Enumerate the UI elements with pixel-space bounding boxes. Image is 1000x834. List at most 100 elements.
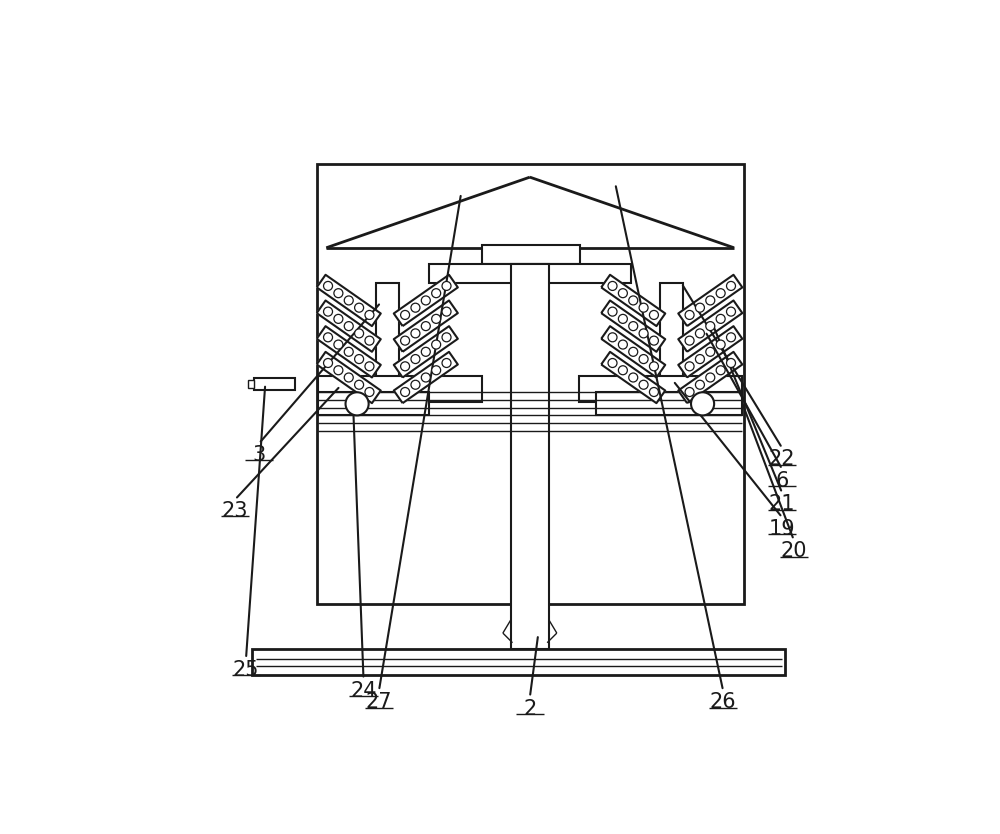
- Circle shape: [685, 362, 694, 371]
- Circle shape: [727, 359, 735, 368]
- Polygon shape: [678, 300, 742, 352]
- Circle shape: [442, 307, 451, 316]
- Circle shape: [432, 314, 441, 324]
- Circle shape: [618, 289, 627, 298]
- Text: 26: 26: [710, 692, 736, 712]
- Text: 23: 23: [222, 500, 248, 520]
- Circle shape: [421, 347, 430, 356]
- Circle shape: [608, 307, 617, 316]
- Circle shape: [695, 304, 704, 312]
- Circle shape: [716, 366, 725, 374]
- Circle shape: [706, 373, 715, 382]
- Text: 2: 2: [523, 699, 536, 719]
- Circle shape: [355, 329, 364, 338]
- Circle shape: [639, 329, 648, 338]
- Circle shape: [401, 310, 410, 319]
- Circle shape: [411, 354, 420, 364]
- Circle shape: [691, 392, 714, 415]
- Circle shape: [649, 388, 658, 396]
- Circle shape: [355, 380, 364, 389]
- Bar: [248, 380, 254, 388]
- Circle shape: [324, 281, 333, 290]
- Circle shape: [727, 307, 735, 316]
- Circle shape: [365, 362, 374, 371]
- Circle shape: [685, 336, 694, 345]
- Circle shape: [401, 362, 410, 371]
- Polygon shape: [601, 300, 665, 352]
- Bar: [252, 649, 785, 675]
- Circle shape: [344, 347, 353, 356]
- Circle shape: [618, 340, 627, 349]
- Circle shape: [608, 359, 617, 368]
- Circle shape: [365, 336, 374, 345]
- Circle shape: [629, 347, 638, 356]
- Polygon shape: [678, 274, 742, 326]
- Circle shape: [324, 359, 333, 368]
- Bar: [254, 378, 295, 390]
- Circle shape: [411, 304, 420, 312]
- Circle shape: [344, 296, 353, 305]
- Circle shape: [344, 322, 353, 330]
- Bar: [511, 264, 549, 649]
- Circle shape: [442, 359, 451, 368]
- Circle shape: [618, 314, 627, 324]
- Text: 6: 6: [776, 470, 789, 490]
- Text: 22: 22: [769, 450, 795, 470]
- Circle shape: [649, 362, 658, 371]
- Bar: [429, 264, 631, 283]
- Polygon shape: [317, 326, 381, 378]
- Circle shape: [334, 366, 343, 374]
- Polygon shape: [601, 326, 665, 378]
- Circle shape: [401, 388, 410, 396]
- Circle shape: [344, 373, 353, 382]
- Circle shape: [695, 329, 704, 338]
- Bar: [660, 283, 683, 389]
- Text: 27: 27: [366, 692, 392, 712]
- Circle shape: [727, 333, 735, 342]
- Text: 24: 24: [350, 681, 377, 701]
- Polygon shape: [678, 352, 742, 403]
- Circle shape: [685, 388, 694, 396]
- Circle shape: [706, 296, 715, 305]
- Circle shape: [727, 281, 735, 290]
- Circle shape: [324, 307, 333, 316]
- Circle shape: [334, 340, 343, 349]
- Circle shape: [695, 380, 704, 389]
- Polygon shape: [394, 352, 458, 403]
- Polygon shape: [317, 274, 381, 326]
- Circle shape: [716, 340, 725, 349]
- Circle shape: [421, 373, 430, 382]
- Circle shape: [608, 333, 617, 342]
- Polygon shape: [601, 274, 665, 326]
- Polygon shape: [317, 300, 381, 352]
- Circle shape: [432, 340, 441, 349]
- Bar: [318, 376, 482, 402]
- Polygon shape: [394, 274, 458, 326]
- Polygon shape: [317, 352, 381, 403]
- Circle shape: [685, 310, 694, 319]
- Circle shape: [324, 333, 333, 342]
- Circle shape: [421, 322, 430, 330]
- Bar: [579, 376, 742, 402]
- Bar: [596, 392, 742, 414]
- Text: 21: 21: [769, 495, 795, 515]
- Bar: [482, 244, 580, 264]
- Circle shape: [334, 314, 343, 324]
- Circle shape: [432, 366, 441, 374]
- Circle shape: [639, 304, 648, 312]
- Circle shape: [401, 336, 410, 345]
- Circle shape: [442, 281, 451, 290]
- Polygon shape: [601, 352, 665, 403]
- Circle shape: [695, 354, 704, 364]
- Circle shape: [442, 333, 451, 342]
- Circle shape: [432, 289, 441, 298]
- Circle shape: [608, 281, 617, 290]
- Circle shape: [618, 366, 627, 374]
- Text: 25: 25: [233, 660, 259, 680]
- Circle shape: [716, 289, 725, 298]
- Circle shape: [639, 354, 648, 364]
- Circle shape: [355, 354, 364, 364]
- Circle shape: [411, 380, 420, 389]
- Circle shape: [365, 310, 374, 319]
- Text: 19: 19: [769, 519, 796, 539]
